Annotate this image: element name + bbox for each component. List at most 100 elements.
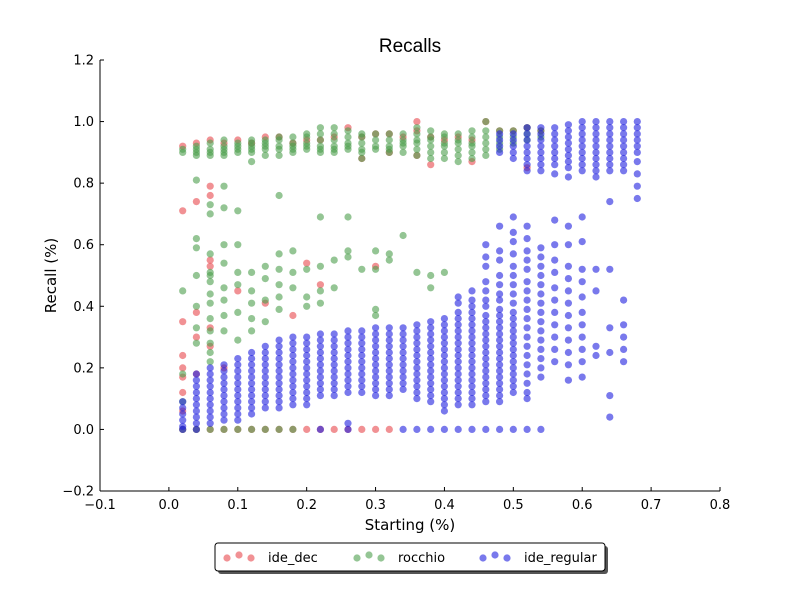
point-rocchio [427, 271, 435, 280]
point-ide_regular [275, 355, 283, 363]
point-ide_regular [509, 376, 517, 384]
point-rocchio [275, 145, 283, 153]
point-ide_regular [468, 351, 476, 360]
point-ide_regular [537, 336, 545, 344]
point-rocchio [206, 327, 214, 335]
point-ide_regular [454, 339, 462, 347]
point-ide_regular [509, 130, 517, 138]
point-ide_regular [496, 373, 504, 381]
point-rocchio [482, 139, 490, 147]
point-ide_regular [509, 425, 517, 433]
point-ide_regular [564, 299, 573, 307]
point-ide_regular [303, 376, 311, 384]
x-tick-label: 0.0 [159, 498, 180, 513]
point-ide_regular [206, 376, 214, 384]
point-ide_regular [523, 278, 531, 286]
point-rocchio [206, 278, 214, 286]
point-ide_regular [496, 271, 504, 280]
point-ide_regular [220, 404, 228, 412]
point-ide_regular [454, 315, 462, 323]
point-ide_regular [179, 425, 187, 433]
point-rocchio [248, 287, 256, 295]
point-rocchio [275, 305, 283, 313]
point-ide_regular [468, 308, 476, 316]
point-ide_regular [454, 382, 462, 390]
point-rocchio [179, 370, 187, 378]
point-ide_regular [578, 358, 586, 366]
point-ide_regular [372, 373, 380, 381]
point-ide_regular [399, 324, 407, 332]
point-ide_regular [413, 345, 421, 353]
point-rocchio [427, 148, 435, 156]
legend-marker [247, 554, 255, 562]
point-ide_regular [620, 296, 628, 304]
point-ide_regular [234, 398, 242, 406]
point-rocchio [413, 130, 421, 138]
point-rocchio [206, 299, 214, 307]
point-ide_regular [399, 342, 407, 350]
point-ide_regular [523, 425, 531, 433]
y-tick-label: 1.2 [73, 54, 94, 69]
point-ide_regular [468, 333, 476, 341]
point-rocchio [220, 284, 228, 292]
point-ide_regular [620, 130, 628, 138]
point-ide_regular [537, 327, 545, 335]
point-ide_regular [578, 136, 586, 144]
point-ide_regular [578, 293, 586, 301]
point-ide_regular [537, 290, 545, 298]
legend-marker [353, 554, 361, 562]
point-ide_regular [206, 370, 214, 378]
x-tick-label: −0.1 [84, 498, 116, 513]
point-ide_regular [248, 410, 256, 418]
point-ide_regular [385, 342, 393, 350]
point-ide_regular [578, 265, 586, 273]
point-ide_regular [413, 388, 421, 397]
point-ide_regular [261, 373, 269, 381]
point-ide_regular [303, 358, 311, 366]
point-rocchio [427, 142, 435, 150]
point-rocchio [372, 130, 380, 138]
point-ide_regular [509, 321, 517, 329]
point-ide_regular [344, 351, 352, 360]
point-ide_regular [303, 351, 311, 360]
point-ide_regular [358, 382, 366, 390]
point-ide_regular [592, 265, 600, 273]
point-ide_regular [440, 370, 448, 378]
point-ide_regular [620, 321, 628, 329]
y-tick-label: 0.0 [73, 423, 94, 438]
point-ide_regular [248, 361, 256, 369]
point-rocchio [482, 133, 490, 141]
point-ide_regular [482, 287, 490, 295]
point-ide_regular [606, 348, 614, 357]
point-ide_regular [551, 170, 559, 178]
point-ide_regular [289, 351, 297, 360]
point-ide_regular [427, 373, 435, 381]
x-tick-label: 0.6 [572, 498, 593, 513]
point-ide_regular [261, 385, 269, 393]
point-ide_regular [399, 336, 407, 344]
point-ide_regular [523, 315, 531, 323]
point-rocchio [220, 204, 228, 212]
point-ide_regular [289, 382, 297, 390]
point-rocchio [220, 425, 228, 433]
point-ide_regular [413, 358, 421, 366]
point-ide_regular [344, 382, 352, 390]
point-ide_regular [344, 333, 352, 341]
point-ide_regular [275, 398, 283, 406]
point-ide_regular [192, 382, 200, 390]
point-rocchio [413, 268, 421, 276]
point-ide_regular [234, 392, 242, 400]
point-ide_regular [551, 161, 559, 169]
point-ide_regular [192, 376, 200, 384]
point-ide_regular [468, 395, 476, 403]
point-ide_regular [509, 142, 517, 150]
point-rocchio [316, 299, 324, 307]
point-rocchio [413, 124, 421, 132]
point-rocchio [372, 305, 380, 313]
legend-marker [503, 554, 511, 562]
point-rocchio [303, 293, 311, 301]
point-ide_regular [454, 299, 462, 307]
point-ide_regular [330, 355, 338, 363]
point-ide_regular [303, 364, 311, 372]
point-rocchio [220, 182, 228, 190]
